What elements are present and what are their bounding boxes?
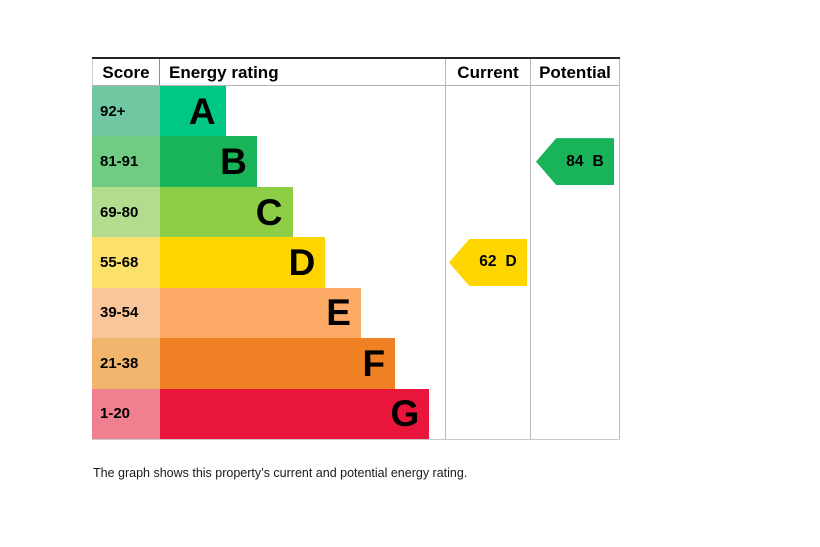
header-potential: Potential bbox=[530, 59, 620, 85]
band-bar: D bbox=[160, 237, 326, 288]
band-potential-cell bbox=[530, 388, 620, 439]
band-bar: F bbox=[160, 338, 396, 389]
band-bar-cell: G bbox=[160, 388, 445, 439]
band-score-range: 21-38 bbox=[92, 338, 160, 389]
band-bar: C bbox=[160, 186, 293, 238]
band-current-cell bbox=[445, 388, 530, 439]
band-potential-cell bbox=[530, 237, 620, 288]
header-score: Score bbox=[92, 59, 160, 85]
band-bar-cell: D bbox=[160, 237, 445, 288]
band-score-range: 55-68 bbox=[92, 237, 160, 288]
epc-header-row: Score Energy rating Current Potential bbox=[92, 59, 620, 86]
header-current: Current bbox=[445, 59, 530, 85]
band-score-range: 81-91 bbox=[92, 136, 160, 187]
band-current-cell bbox=[445, 136, 530, 187]
band-row: 81-91 B 84 B bbox=[92, 136, 620, 187]
band-bar-cell: E bbox=[160, 287, 445, 339]
band-bar-cell: B bbox=[160, 136, 445, 187]
band-bar: B bbox=[160, 136, 257, 187]
band-row: 92+ A bbox=[92, 86, 620, 137]
band-row: 21-38 F bbox=[92, 338, 620, 389]
potential-rating-arrow: 84 B bbox=[536, 138, 614, 186]
band-potential-cell bbox=[530, 287, 620, 339]
band-current-cell bbox=[445, 287, 530, 339]
band-current-cell bbox=[445, 186, 530, 238]
band-current-cell bbox=[445, 338, 530, 389]
bands: 92+ A 81-91 B 84 B 69-80 C 55-68 D 62 D 39… bbox=[92, 86, 620, 439]
band-bar: A bbox=[160, 86, 226, 137]
band-row: 55-68 D 62 D bbox=[92, 237, 620, 288]
chart-caption: The graph shows this property’s current … bbox=[93, 466, 468, 480]
potential-rating-band: B bbox=[592, 152, 604, 170]
current-rating-arrow: 62 D bbox=[449, 238, 527, 286]
band-potential-cell: 84 B bbox=[530, 136, 620, 187]
potential-rating-value: 84 bbox=[566, 152, 584, 170]
band-potential-cell bbox=[530, 338, 620, 389]
band-row: 39-54 E bbox=[92, 287, 620, 339]
band-score-range: 39-54 bbox=[92, 287, 160, 339]
band-bar: E bbox=[160, 287, 361, 339]
band-row: 1-20 G bbox=[92, 388, 620, 439]
band-bar: G bbox=[160, 388, 430, 439]
band-score-range: 92+ bbox=[92, 86, 160, 137]
header-energy-rating: Energy rating bbox=[169, 62, 279, 82]
band-current-cell: 62 D bbox=[445, 237, 530, 288]
band-score-range: 1-20 bbox=[92, 388, 160, 439]
band-bar-cell: F bbox=[160, 338, 445, 389]
band-potential-cell bbox=[530, 86, 620, 137]
epc-table: Score Energy rating Current Potential 92… bbox=[92, 57, 620, 440]
band-bar-cell: C bbox=[160, 186, 445, 238]
band-row: 69-80 C bbox=[92, 186, 620, 238]
current-rating-value: 62 bbox=[479, 253, 497, 271]
band-current-cell bbox=[445, 86, 530, 137]
band-score-range: 69-80 bbox=[92, 186, 160, 238]
band-bar-cell: A bbox=[160, 86, 445, 137]
current-rating-band: D bbox=[505, 253, 517, 271]
band-potential-cell bbox=[530, 186, 620, 238]
